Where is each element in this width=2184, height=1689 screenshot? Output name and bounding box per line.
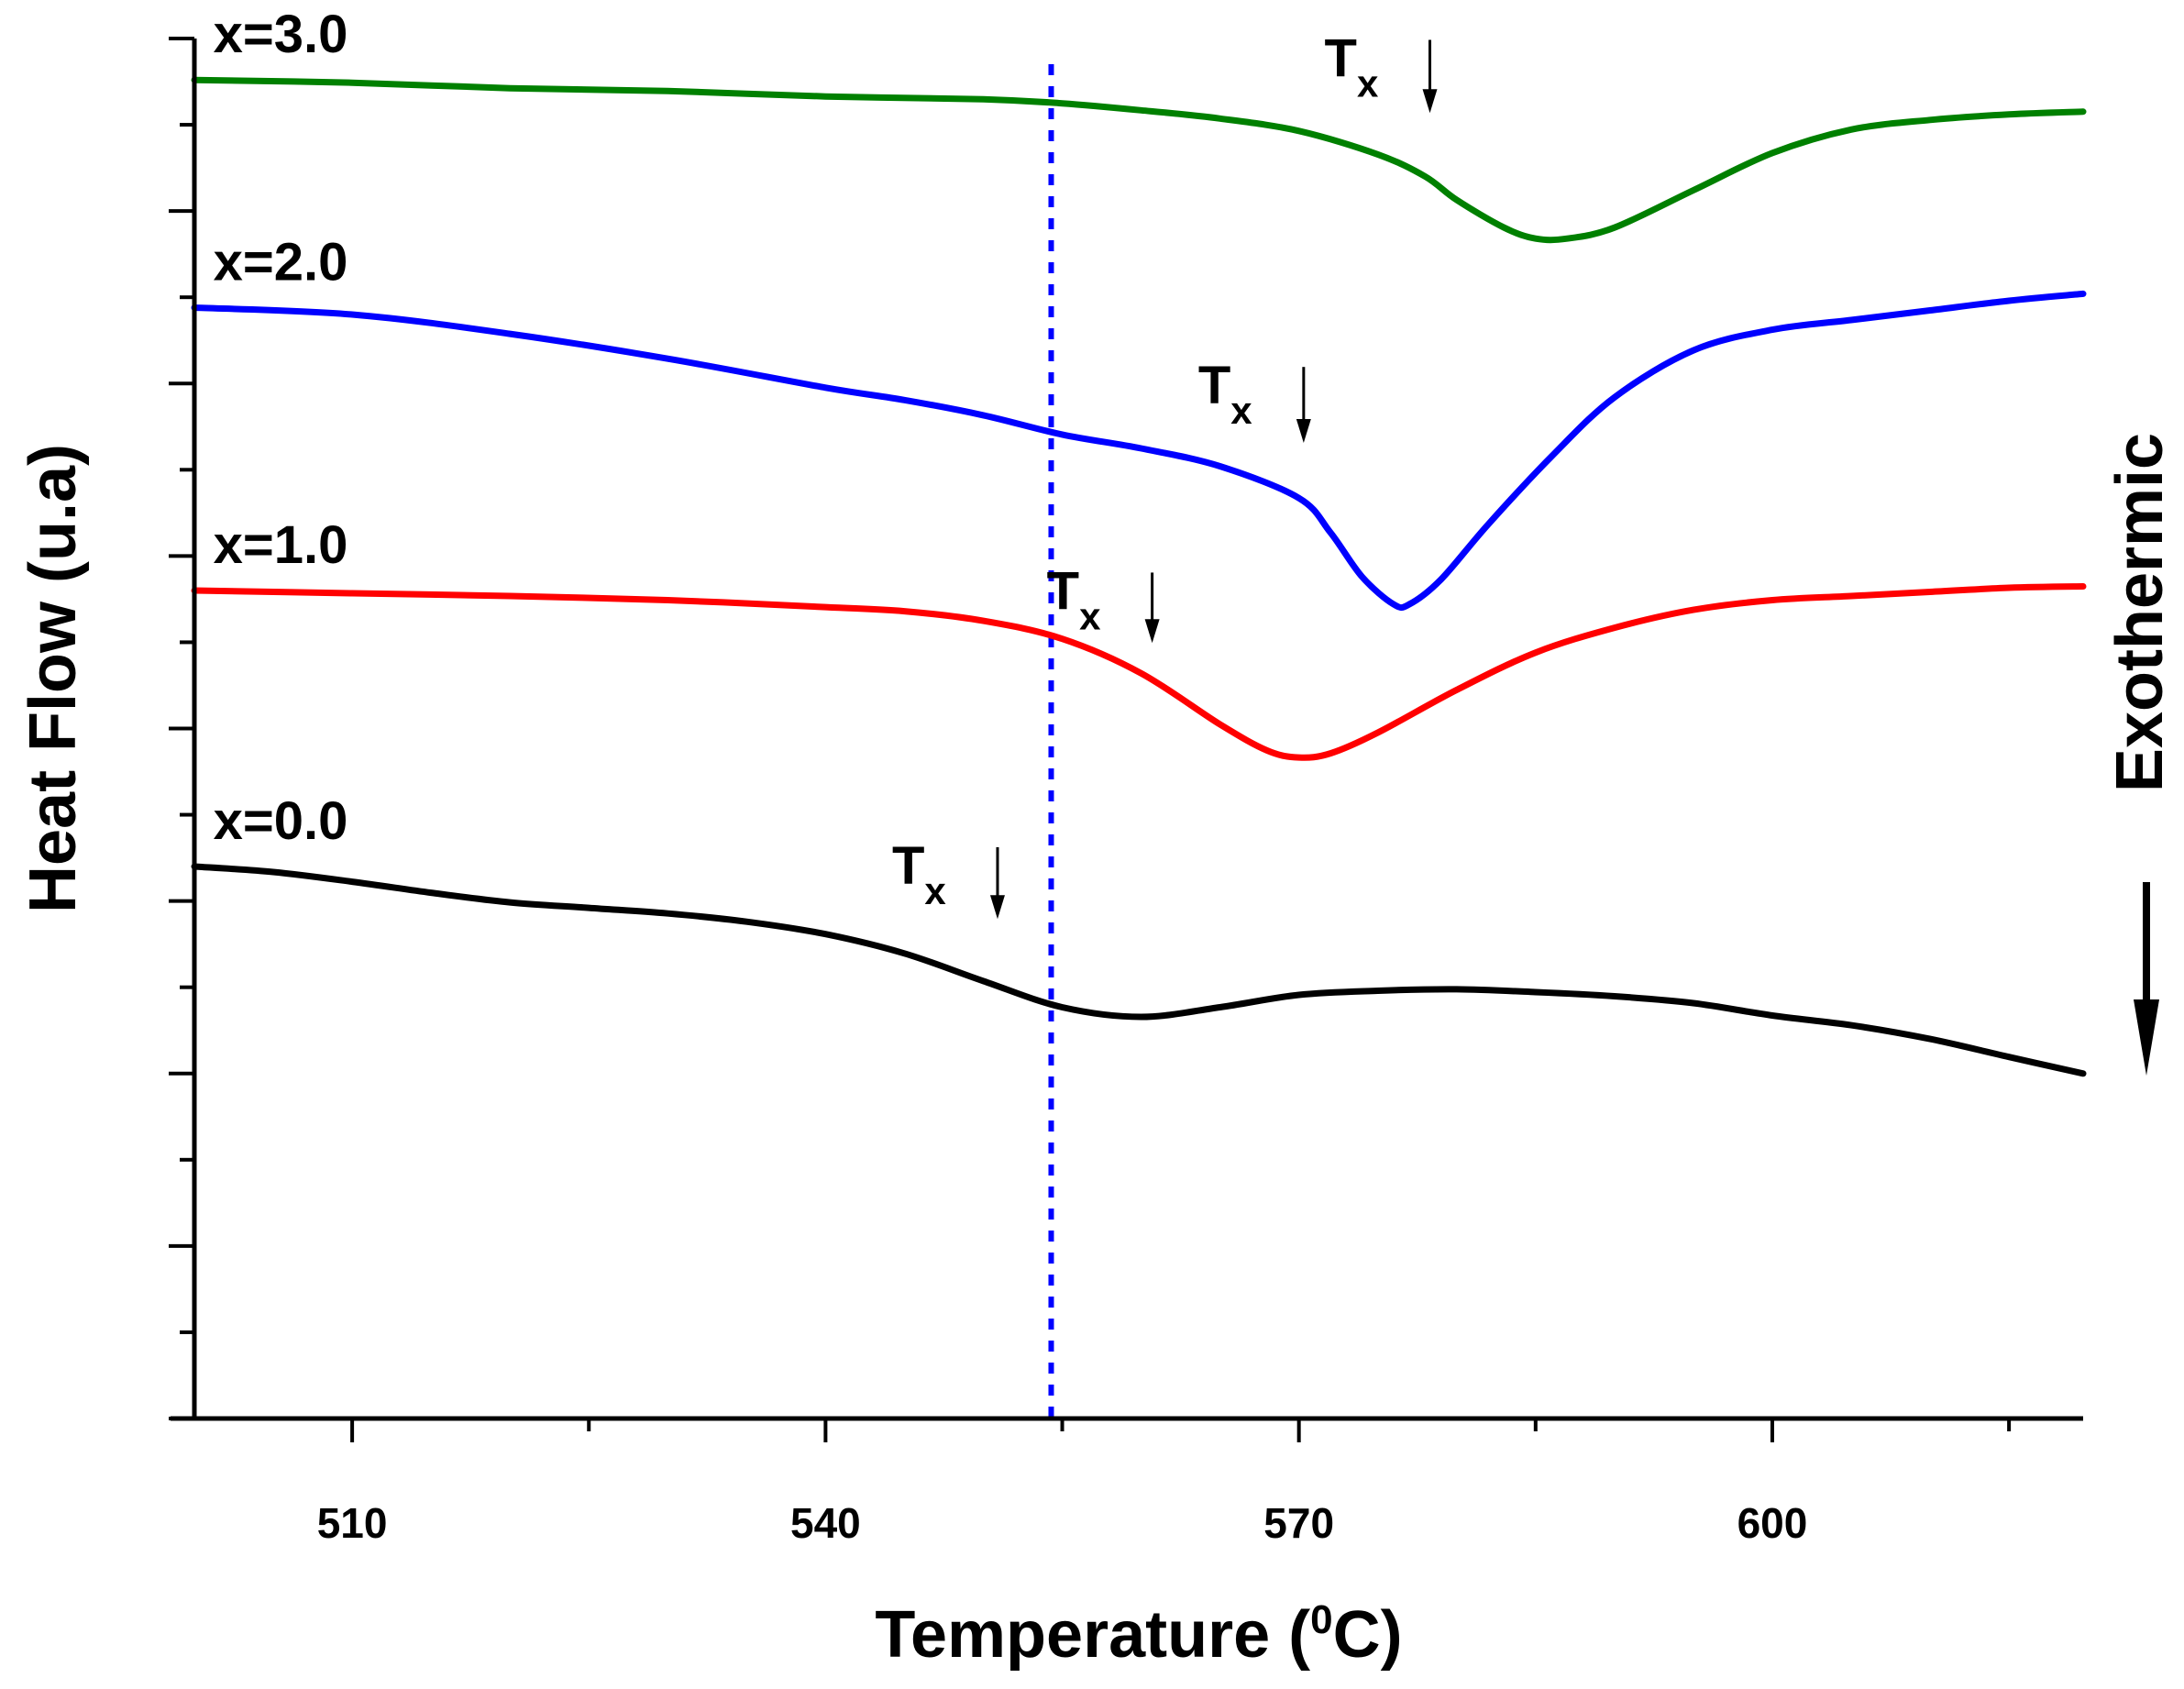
exothermic-label: Exothermic	[2103, 433, 2177, 792]
tx-label: Tx	[892, 836, 946, 912]
series-line-x-2-0	[191, 290, 2087, 612]
x-tick-label: 570	[1263, 1499, 1334, 1547]
tx-label: Tx	[1325, 29, 1379, 105]
series-line-x-0-0	[191, 863, 2087, 1077]
y-axis-title: Heat Flow (u.a)	[17, 444, 90, 913]
x-axis-title: Temperature (0C)	[875, 1597, 1402, 1672]
series-line-x-3-0	[191, 76, 2087, 244]
x-tick-label: 510	[317, 1499, 388, 1547]
series-line-x-1-0	[191, 583, 2087, 761]
series-label-x-3-0: x=3.0	[214, 5, 348, 64]
series-label-x-1-0: x=1.0	[214, 515, 348, 575]
series-label-x-2-0: x=2.0	[214, 232, 348, 292]
x-tick-label: 600	[1737, 1499, 1808, 1547]
tx-arrow-head	[989, 895, 1005, 920]
series-label-x-0-0: x=0.0	[214, 791, 348, 851]
tx-arrow-head	[1422, 89, 1438, 114]
x-tick-label: 540	[790, 1499, 861, 1547]
exothermic-arrow-head	[2134, 999, 2159, 1076]
tx-arrow-head	[1144, 619, 1160, 644]
tx-label: Tx	[1047, 561, 1101, 637]
tx-label: Tx	[1198, 356, 1252, 432]
tx-arrow-head	[1296, 418, 1311, 443]
